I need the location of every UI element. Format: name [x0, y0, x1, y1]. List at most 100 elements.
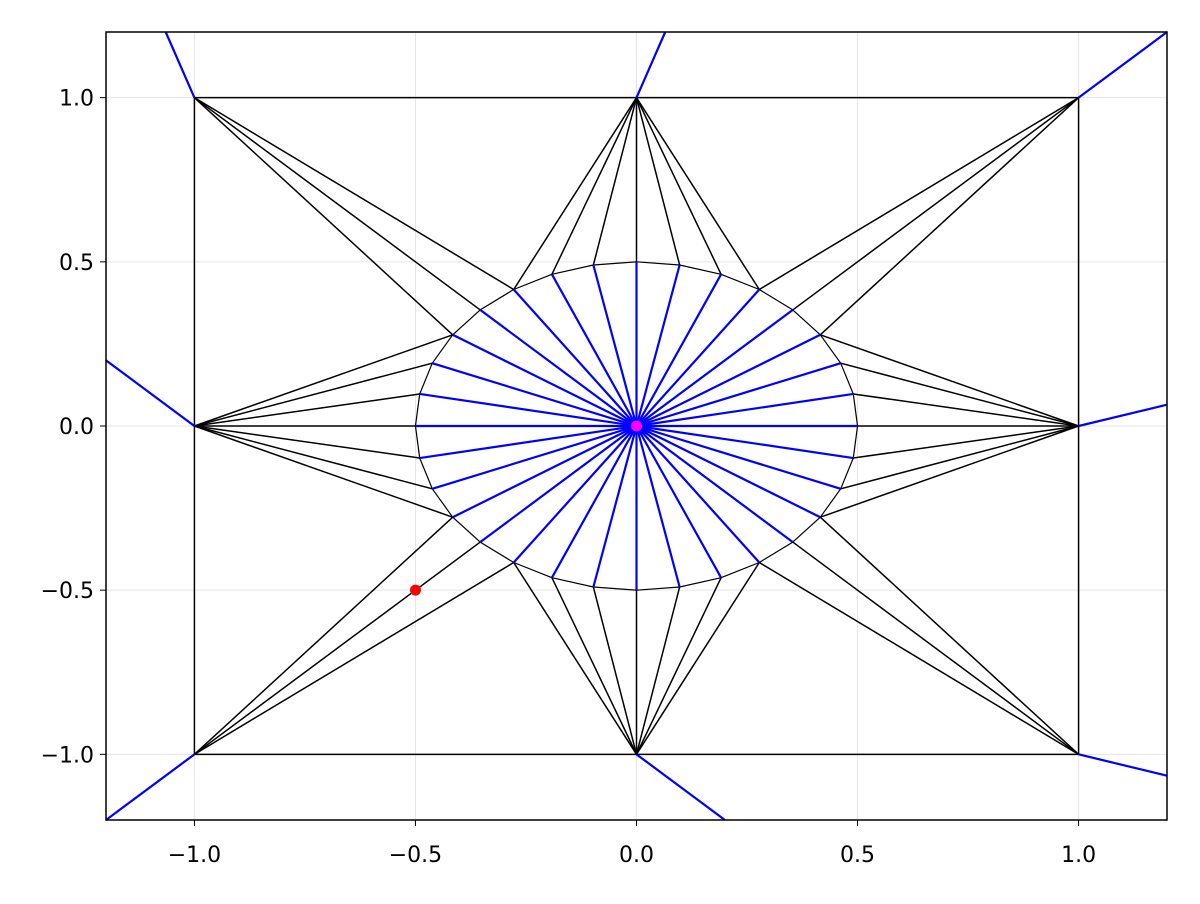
circle-edge [636, 586, 680, 591]
voronoi-edge [419, 392, 637, 428]
triangulation-edge [758, 97, 1079, 291]
voronoi-edge [636, 424, 842, 490]
ticks: −1.0 −0.5 0.0 0.5 1.0 −1.0 −0.5 0.0 0.5 1.0 [41, 87, 1097, 868]
voronoi-edge [550, 425, 638, 579]
circle-edge [840, 362, 854, 395]
triangulation-edge [592, 586, 638, 755]
circle-edge [819, 334, 842, 364]
triangulation-edge [819, 97, 1080, 336]
voronoi-edge [635, 264, 681, 427]
triangulation-edge [194, 362, 433, 427]
triangulation-edge [840, 362, 1079, 427]
triangulation-edge [194, 425, 453, 518]
y-tick-label: −0.5 [41, 579, 94, 604]
triangulation-edge [635, 97, 681, 266]
voronoi-edge [635, 425, 723, 579]
highlight-point [631, 420, 642, 432]
x-tick-label: 0.0 [619, 843, 654, 868]
circle-edge [452, 309, 481, 336]
circle-edge [431, 334, 454, 364]
voronoi-edge [592, 264, 638, 427]
triangulation-edge [635, 577, 722, 755]
triangulation-edge [551, 577, 638, 755]
triangulation-edge [758, 561, 1079, 755]
circle-edge [679, 577, 722, 588]
triangulation-edge [820, 425, 1079, 518]
triangulation-edge [194, 334, 453, 427]
circle-edge [419, 457, 433, 490]
triangulation-edge [635, 562, 760, 755]
y-tick-label: −1.0 [41, 743, 94, 768]
voronoi-ray [105, 753, 196, 821]
voronoi-ray [105, 359, 196, 427]
voronoi-ray [635, 753, 726, 821]
voronoi-edge [431, 362, 637, 428]
triangulation-edge [194, 561, 515, 755]
triangulation-edge [792, 97, 1080, 311]
y-tick-label: 0.5 [59, 251, 94, 276]
circle-edge [513, 561, 553, 579]
triangulation-edge [853, 393, 1079, 427]
voronoi-edge [452, 425, 637, 519]
voronoi-edge [512, 425, 638, 564]
voronoi-edge [635, 288, 761, 427]
circle-edge [479, 541, 515, 564]
voronoi-edge [636, 362, 842, 428]
voronoi-edge [419, 424, 637, 460]
voronoi-edge [635, 309, 794, 427]
circle-edge [679, 264, 722, 275]
circle-edge [792, 516, 821, 543]
triangulation-edge [194, 425, 420, 459]
circle-edge [720, 561, 760, 579]
x-tick-label: 1.0 [1061, 843, 1096, 868]
voronoi-edge [479, 425, 638, 543]
voronoi-edge [479, 309, 638, 427]
x-tick-label: −1.0 [168, 843, 221, 868]
voronoi-ray [1078, 403, 1168, 428]
triangulation-edge [840, 425, 1079, 490]
circle-edge [419, 362, 433, 395]
circle-edge [431, 488, 454, 518]
triangulation-edge [792, 541, 1080, 755]
circle-edge [852, 393, 859, 427]
x-tick-label: −0.5 [389, 843, 442, 868]
triangulation-edge [635, 586, 681, 755]
triangulation-edge [635, 97, 760, 290]
circle-edge [758, 541, 794, 564]
triangulation-edge [193, 516, 454, 755]
voronoi-ray [1078, 753, 1168, 777]
circle-edge [720, 273, 760, 291]
circle-edge [636, 261, 680, 266]
x-tick-label: 0.5 [840, 843, 875, 868]
triangulation-edge [194, 97, 515, 291]
voronoi-edge [635, 425, 794, 543]
voronoi-edge [636, 425, 821, 519]
circle-edge [792, 309, 821, 336]
triangulation-edge [635, 97, 722, 275]
voronoi-ray [1077, 31, 1168, 99]
voronoi-edge [452, 333, 637, 427]
triangulation-edge [194, 425, 433, 490]
circle-edge [840, 457, 854, 490]
circle-edge [852, 425, 859, 459]
voronoi-edge [592, 425, 638, 588]
voronoi-edge [636, 333, 821, 427]
voronoi-edge [636, 424, 854, 460]
triangulation-edge [194, 393, 420, 427]
triangulation-edge [819, 516, 1080, 755]
circle-edge [758, 288, 794, 311]
voronoi-edge [636, 392, 854, 428]
triangulation-edge [853, 425, 1079, 459]
voronoi-edge [512, 288, 638, 427]
triangulation-edge [551, 97, 638, 275]
circle-edge [551, 264, 594, 275]
circle-edge [452, 516, 481, 543]
triangulation-edge [193, 97, 454, 336]
triangulation-edge [513, 97, 638, 290]
triangulation-edge [193, 97, 481, 311]
circle-edge [593, 261, 637, 266]
voronoi-edge [635, 425, 681, 588]
circle-edge [551, 577, 594, 588]
circle-edge [479, 288, 515, 311]
